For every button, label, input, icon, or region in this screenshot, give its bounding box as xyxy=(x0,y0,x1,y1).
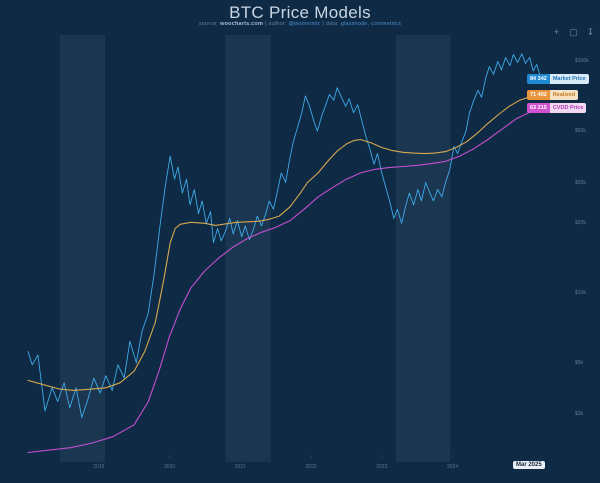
badge-label: Realized xyxy=(549,90,579,100)
badge-value: 84 342 xyxy=(527,74,550,84)
author-link[interactable]: @woonomic xyxy=(288,21,321,27)
badge-label: Market Price xyxy=(549,74,589,84)
author-label: author: xyxy=(268,21,287,27)
separator: | xyxy=(322,21,324,27)
camera-icon[interactable]: ▢ xyxy=(569,27,578,37)
separator: | xyxy=(264,21,267,27)
data-sources-link[interactable]: glassnode, coinmetrics xyxy=(340,21,402,27)
download-icon[interactable]: ↧ xyxy=(586,27,595,37)
badge-value: 63 215 xyxy=(527,103,550,113)
year-band xyxy=(395,35,451,462)
badge-value: 71 402 xyxy=(527,90,550,100)
price-badge-realized[interactable]: 71 402 Realized xyxy=(527,90,579,100)
last-date-badge[interactable]: Mar 2025 xyxy=(513,461,545,469)
price-line-cvdd-price xyxy=(27,107,542,454)
data-label: data: xyxy=(325,21,339,27)
chart-subtitle: source: woocharts.com | author: @woonomi… xyxy=(0,21,600,27)
price-line-realized xyxy=(27,94,542,391)
chart-toolbar: + ▢ ↧ xyxy=(551,27,596,38)
source-link[interactable]: woocharts.com xyxy=(220,21,264,27)
source-label: source: xyxy=(198,21,219,27)
price-badge-market-price[interactable]: 84 342 Market Price xyxy=(527,74,589,84)
year-band xyxy=(225,35,271,462)
price-line-market-price xyxy=(27,53,542,419)
price-badge-cvdd-price[interactable]: 63 215 CVDD Price xyxy=(527,103,587,113)
year-band xyxy=(59,35,106,462)
badge-label: CVDD Price xyxy=(549,103,587,113)
zoom-in-icon[interactable]: + xyxy=(553,27,560,37)
page-title: BTC Price Models xyxy=(229,3,371,22)
